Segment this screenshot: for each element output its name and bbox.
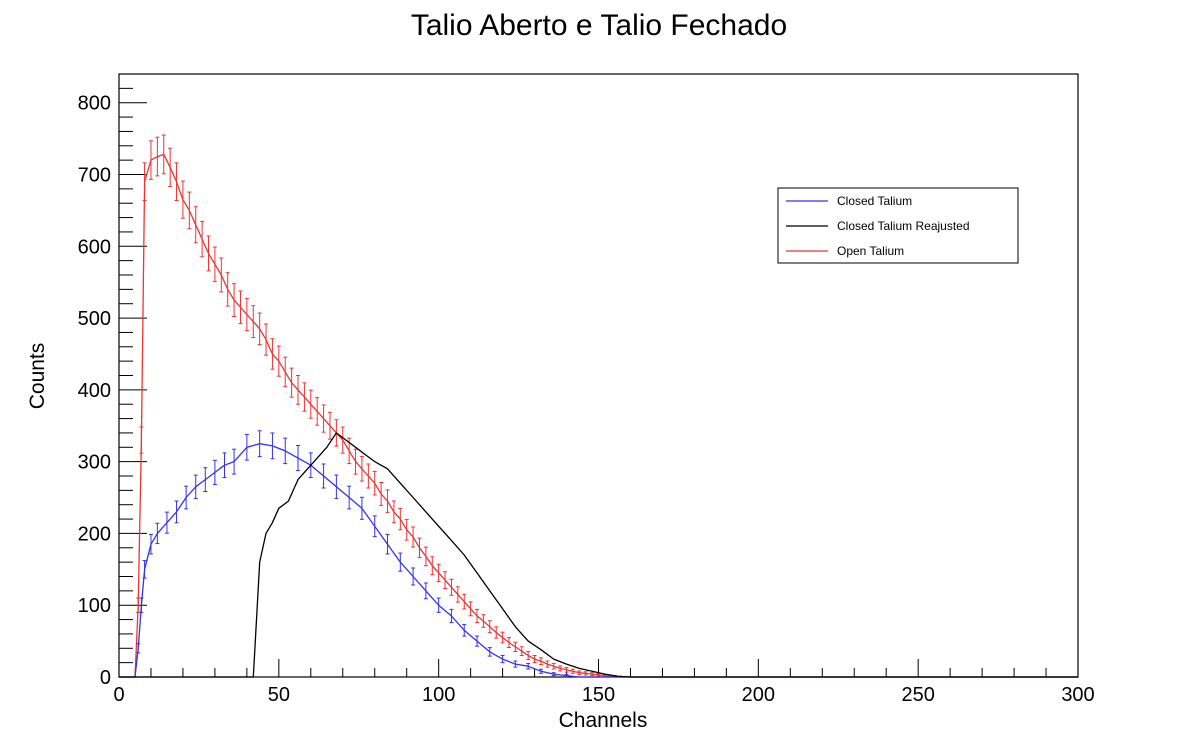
y-tick-label: 800 bbox=[78, 93, 111, 115]
y-tick-label: 0 bbox=[100, 667, 111, 689]
y-tick-label: 300 bbox=[78, 452, 111, 474]
y-tick-label: 500 bbox=[78, 308, 111, 330]
x-tick-label: 0 bbox=[113, 684, 124, 706]
series-closed-talium-reajusted bbox=[119, 432, 1078, 678]
series-layer bbox=[119, 134, 1078, 678]
series-closed-talium bbox=[119, 430, 1078, 678]
y-tick-label: 400 bbox=[78, 380, 111, 402]
x-tick-label: 50 bbox=[268, 684, 290, 706]
x-tick-label: 200 bbox=[742, 684, 775, 706]
legend-label: Open Talium bbox=[837, 244, 904, 258]
y-axis-label: Counts bbox=[26, 343, 49, 410]
y-tick-label: 100 bbox=[78, 595, 111, 617]
plot-frame bbox=[118, 73, 1079, 678]
series-open-talium bbox=[119, 134, 1078, 678]
series-line bbox=[119, 443, 1078, 678]
x-tick-label: 300 bbox=[1061, 684, 1094, 706]
x-axis-label: Channels bbox=[559, 709, 648, 732]
x-tick-label: 100 bbox=[422, 684, 455, 706]
y-tick-label: 600 bbox=[78, 236, 111, 258]
y-tick-label: 200 bbox=[78, 523, 111, 545]
y-axis: 0 100 200 300 400 500 600 700 800 bbox=[78, 87, 147, 689]
chart-title: Talio Aberto e Talio Fechado bbox=[411, 9, 787, 42]
series-line bbox=[119, 432, 1078, 678]
x-tick-label: 250 bbox=[901, 684, 934, 706]
y-tick-label: 700 bbox=[78, 165, 111, 187]
legend: Closed Talium Closed Talium Reajusted Open… bbox=[777, 187, 1019, 264]
series-line bbox=[119, 153, 1078, 678]
legend-label: Closed Talium Reajusted bbox=[837, 219, 970, 233]
x-axis: 0 50 100 150 200 250 300 bbox=[113, 659, 1095, 706]
legend-label: Closed Talium bbox=[837, 194, 912, 208]
plot-area bbox=[118, 73, 1079, 678]
x-tick-label: 150 bbox=[582, 684, 615, 706]
